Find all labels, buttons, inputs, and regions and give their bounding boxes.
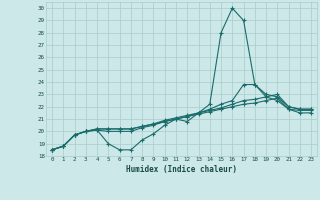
X-axis label: Humidex (Indice chaleur): Humidex (Indice chaleur) — [126, 165, 237, 174]
